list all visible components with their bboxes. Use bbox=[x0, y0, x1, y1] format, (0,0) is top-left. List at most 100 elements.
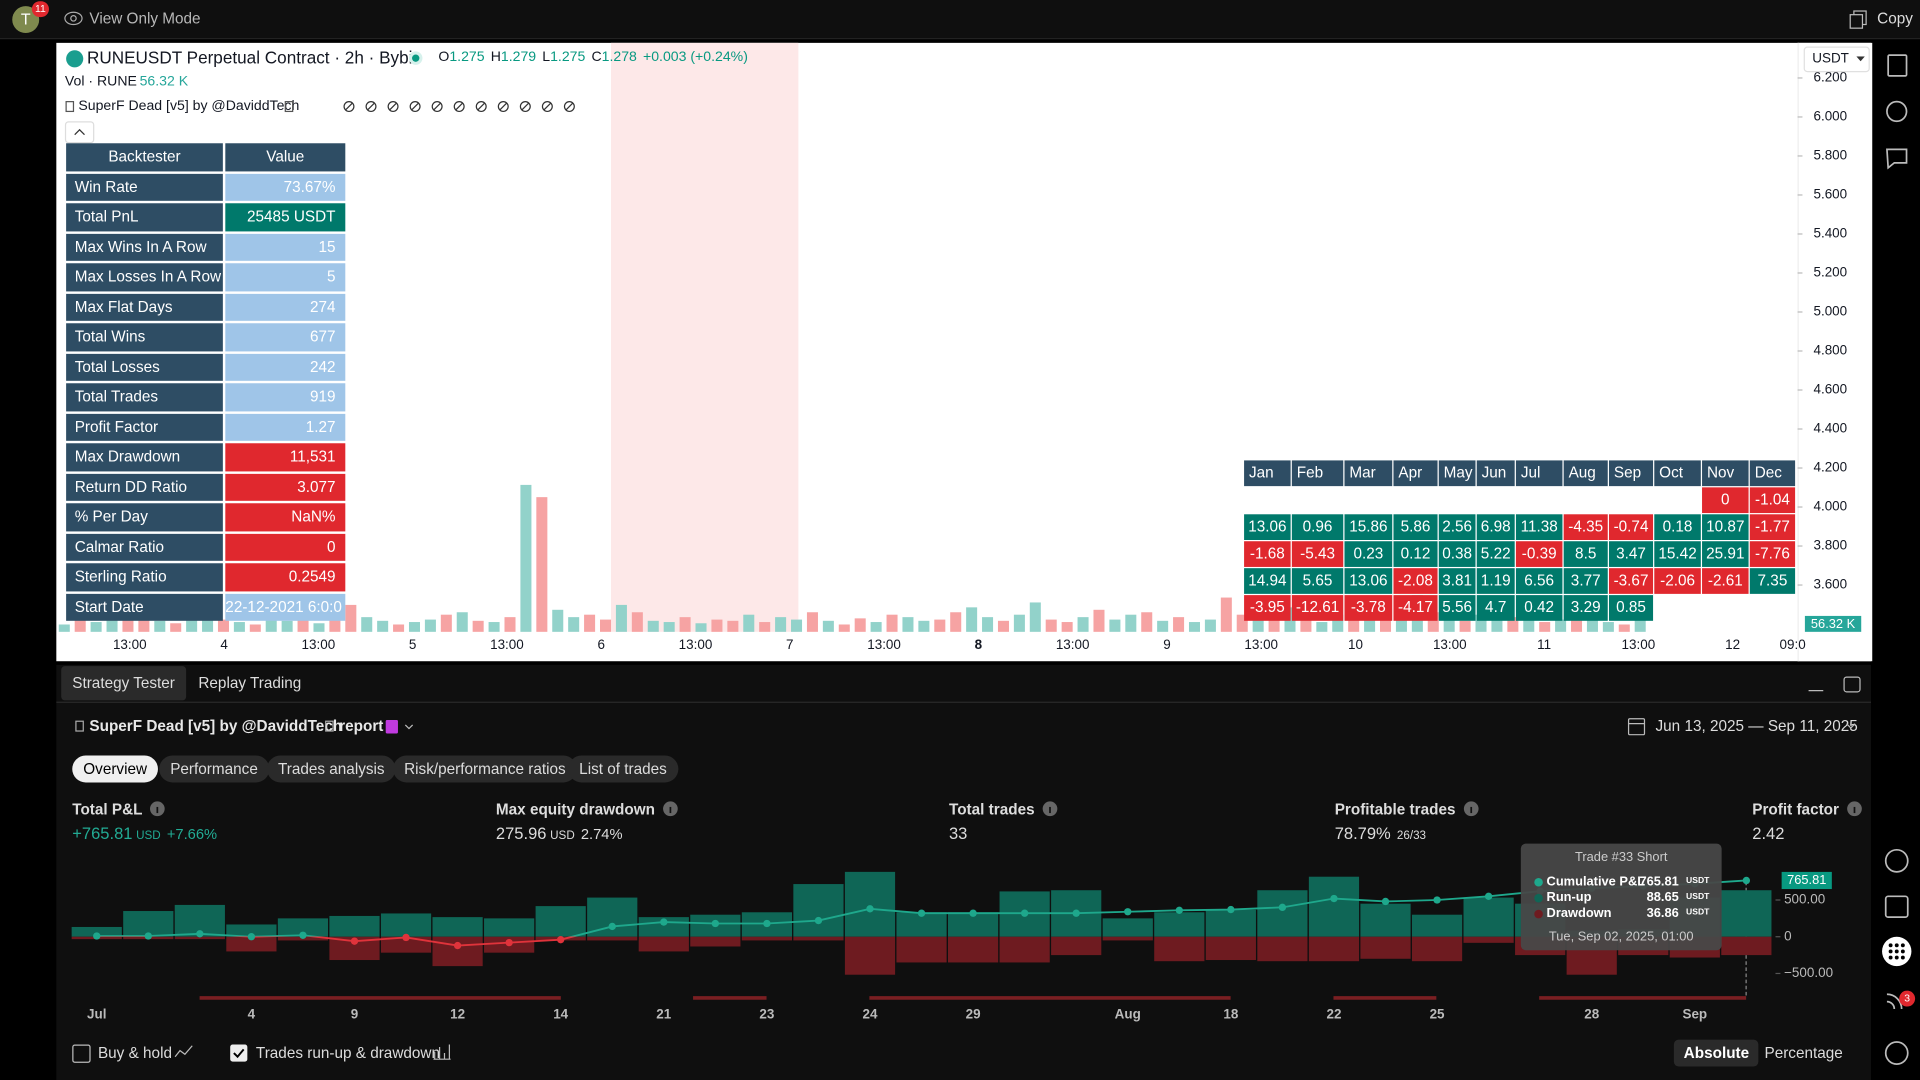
metric-label: Profitable trades bbox=[1334, 800, 1456, 818]
row-value: 274 bbox=[225, 293, 346, 321]
runup-bar bbox=[844, 871, 896, 937]
price-tick-label: 4.800 bbox=[1813, 343, 1847, 358]
cumulative-dot bbox=[969, 909, 977, 917]
tooltip-value: 88.65 bbox=[1646, 890, 1679, 905]
glyph-box bbox=[325, 720, 334, 732]
buy-hold-checkbox[interactable] bbox=[72, 1044, 91, 1063]
cumulative-dot bbox=[866, 905, 874, 913]
drawdown-bar bbox=[329, 936, 380, 961]
ohlc-value: 1.275 bbox=[449, 50, 485, 65]
last-value-label: 56.32 K bbox=[1811, 616, 1856, 631]
equity-x-label: 29 bbox=[966, 1007, 981, 1022]
mode-absolute[interactable]: Absolute bbox=[1673, 1039, 1759, 1067]
subtab[interactable]: Performance bbox=[159, 755, 269, 783]
date-range[interactable]: Jun 13, 2025 — Sep 11, 2025 bbox=[1655, 717, 1858, 735]
metric-value-row: 275.96 USD 2.74% bbox=[496, 823, 623, 845]
volume-bar bbox=[297, 614, 309, 632]
volume-bar bbox=[822, 620, 834, 632]
subtab[interactable]: Risk/performance ratios bbox=[393, 755, 577, 783]
table-header: Backtester bbox=[66, 143, 223, 171]
symbol-title: RUNEUSDT Perpetual Contract · 2h · Bybit bbox=[86, 47, 418, 68]
equity-x-label: 28 bbox=[1584, 1007, 1599, 1022]
runup-label[interactable]: Trades run-up & drawdown bbox=[255, 1044, 440, 1062]
mode-percentage[interactable]: Percentage bbox=[1764, 1044, 1843, 1062]
volume-bar bbox=[1077, 617, 1089, 632]
metric: Max equity drawdown bbox=[496, 801, 678, 818]
month-cell: 15.42 bbox=[1654, 541, 1701, 567]
volume-bar bbox=[1571, 614, 1583, 632]
collapse-button[interactable] bbox=[64, 121, 95, 144]
info-icon bbox=[662, 801, 678, 817]
panel-controls[interactable] bbox=[1806, 673, 1867, 695]
na-icon bbox=[433, 102, 442, 111]
volume-bar bbox=[74, 619, 86, 632]
right-toolbar[interactable] bbox=[1882, 54, 1912, 1065]
runup-checkbox[interactable] bbox=[230, 1044, 248, 1062]
month-cell: -2.06 bbox=[1654, 568, 1701, 594]
subtab[interactable]: Overview bbox=[72, 755, 159, 783]
volume-bar bbox=[329, 619, 341, 632]
month-header: Feb bbox=[1291, 460, 1344, 487]
cumulative-dot bbox=[557, 936, 565, 944]
cumulative-dot bbox=[93, 932, 101, 940]
volume-bar bbox=[1634, 619, 1646, 632]
buy-hold-label[interactable]: Buy & hold bbox=[97, 1044, 173, 1062]
info-icon-dot bbox=[1469, 806, 1472, 814]
row-label: Max Losses In A Row bbox=[66, 263, 223, 291]
top-bar bbox=[0, 0, 1920, 40]
volume-bar bbox=[1602, 622, 1614, 632]
cumulative-dot bbox=[1072, 909, 1080, 917]
subtab[interactable]: Trades analysis bbox=[266, 755, 396, 783]
runup-bar bbox=[277, 918, 329, 937]
row-value: 919 bbox=[225, 383, 346, 411]
volume-bar bbox=[265, 617, 277, 632]
view-mode[interactable]: View Only Mode bbox=[89, 9, 201, 27]
month-cell: 14.94 bbox=[1244, 568, 1291, 594]
report-icons[interactable] bbox=[384, 719, 416, 736]
tooltip-title: Trade #33 Short bbox=[1575, 849, 1668, 865]
volume-bar bbox=[186, 617, 198, 632]
na-icon bbox=[563, 101, 575, 113]
info-icon bbox=[1042, 801, 1058, 817]
subtab[interactable]: List of trades bbox=[568, 755, 678, 783]
drawdown-bar bbox=[174, 936, 225, 940]
month-cell: 5.22 bbox=[1476, 541, 1515, 567]
cumulative-dot bbox=[144, 932, 152, 940]
month-header: Aug bbox=[1563, 460, 1608, 487]
copy-button[interactable]: Copy bbox=[1877, 9, 1913, 27]
drawdown-bar bbox=[1205, 936, 1256, 961]
ohlc-key: L bbox=[542, 50, 551, 65]
volume-bar bbox=[408, 622, 421, 632]
na-icon bbox=[410, 102, 420, 111]
row-value: 1.27 bbox=[225, 413, 346, 441]
cumulative-dot bbox=[763, 919, 771, 928]
month-cell: 3.81 bbox=[1438, 568, 1476, 594]
symbol-icon bbox=[66, 50, 84, 68]
info-icon bbox=[1846, 801, 1862, 817]
cumulative-dot bbox=[1484, 892, 1493, 901]
cumulative-dot bbox=[711, 919, 720, 928]
row-value: NaN% bbox=[225, 503, 346, 531]
calendar-icon bbox=[1627, 718, 1646, 736]
tab-strategy-tester[interactable]: Strategy Tester bbox=[61, 666, 186, 701]
currency-button[interactable]: USDT bbox=[1803, 46, 1870, 73]
volume-bar bbox=[1427, 612, 1439, 632]
tab-replay[interactable]: Replay Trading bbox=[198, 674, 302, 692]
cumulative-dot bbox=[1330, 894, 1338, 903]
volume-bar bbox=[870, 622, 882, 632]
row-label: Total Trades bbox=[66, 383, 223, 411]
row-value: 5 bbox=[225, 263, 346, 291]
volume-bar bbox=[584, 614, 596, 632]
month-header: Apr bbox=[1393, 460, 1438, 487]
price-tick-label: 5.200 bbox=[1813, 265, 1847, 280]
drawdown-bar bbox=[948, 936, 999, 963]
volume-bar bbox=[106, 614, 118, 632]
na-icon bbox=[497, 101, 509, 113]
month-header: Oct bbox=[1654, 460, 1701, 487]
ohlc-key: C bbox=[591, 50, 602, 65]
copy-icon bbox=[1849, 10, 1867, 29]
metric-extra: +7.66% bbox=[166, 825, 218, 843]
month-header: Jan bbox=[1244, 460, 1291, 487]
volume-bar bbox=[1173, 617, 1185, 632]
tooltip-name: Run-up bbox=[1546, 890, 1592, 905]
